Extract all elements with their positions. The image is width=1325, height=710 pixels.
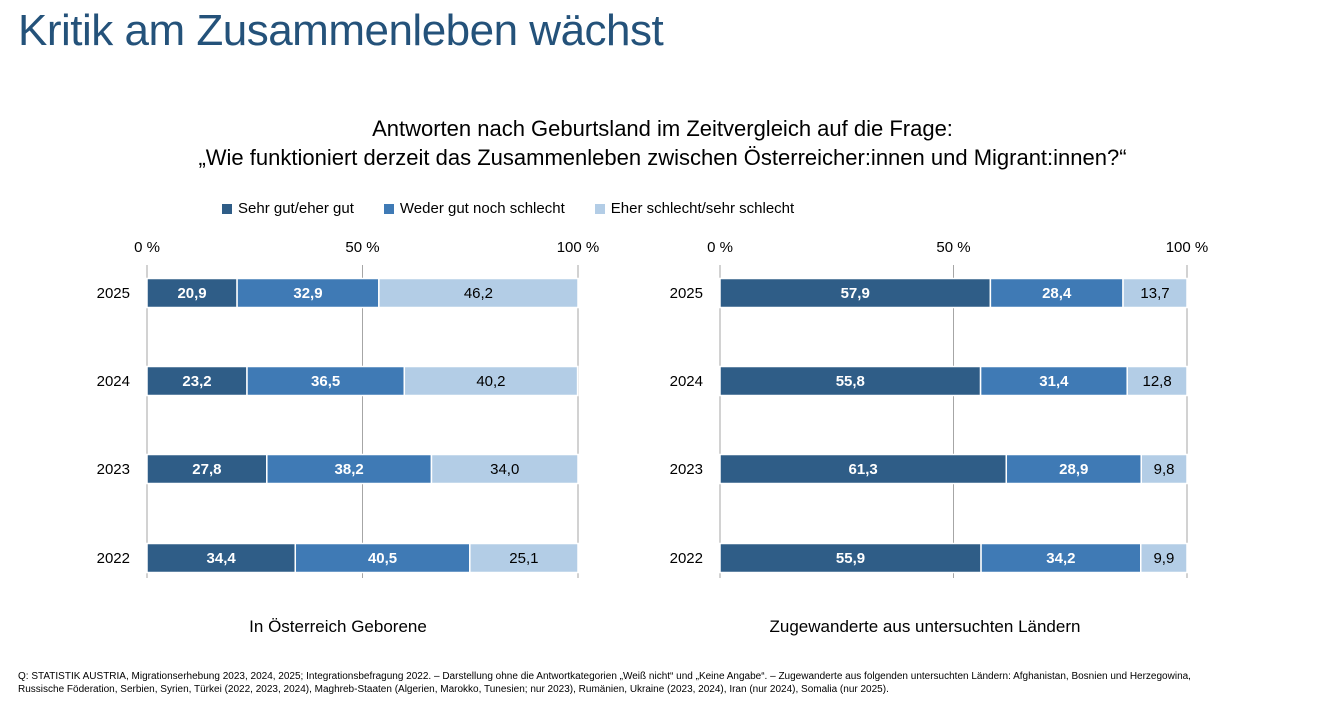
chart1-bar-segment xyxy=(236,277,380,309)
chart1-bar-segment xyxy=(403,365,579,397)
chart2-data-label: 9,9 xyxy=(1153,550,1174,567)
chart2-data-label: 55,8 xyxy=(836,373,865,390)
chart1-data-label: 27,8 xyxy=(192,461,221,478)
chart2-data-label: 61,3 xyxy=(849,461,878,478)
chart2-bar-segment xyxy=(1140,542,1188,574)
chart1-data-label: 38,2 xyxy=(335,461,364,478)
chart1-data-label: 46,2 xyxy=(464,285,493,302)
chart1-bar-segment xyxy=(378,277,579,309)
chart1-x-tick-label: 50 % xyxy=(345,239,379,256)
chart2-data-label: 55,9 xyxy=(836,550,865,567)
chart1-bar-segment xyxy=(266,453,433,485)
legend-label-bad: Eher schlecht/sehr schlecht xyxy=(610,200,795,217)
chart2-axis-title: Zugewanderte aus untersuchten Ländern xyxy=(770,617,1081,636)
chart1-category-label: 2024 xyxy=(97,373,130,390)
chart1-data-label: 36,5 xyxy=(311,373,340,390)
chart2-data-label: 31,4 xyxy=(1039,373,1069,390)
chart2-data-label: 57,9 xyxy=(841,285,870,302)
chart2-category-label: 2025 xyxy=(670,285,703,302)
page-title: Kritik am Zusammenleben wächst xyxy=(18,6,664,55)
legend-item-neutral: Weder gut noch schlecht xyxy=(383,200,565,217)
chart1-bar-segment xyxy=(146,365,248,397)
chart2-bar-segment xyxy=(719,453,1008,485)
source-note-line2: Russische Föderation, Serbien, Syrien, T… xyxy=(18,684,889,695)
chart1-data-label: 23,2 xyxy=(182,373,211,390)
source-note: Q: STATISTIK AUSTRIA, Migrationserhebung… xyxy=(18,670,1318,696)
chart2-bar-segment xyxy=(980,542,1142,574)
chart2-bar-segment xyxy=(1126,365,1188,397)
chart2-data-label: 34,2 xyxy=(1046,550,1075,567)
chart1-x-tick-label: 0 % xyxy=(134,239,160,256)
chart1-bar-segment xyxy=(469,542,579,574)
source-note-line1: Q: STATISTIK AUSTRIA, Migrationserhebung… xyxy=(18,671,1191,682)
chart2-bar-segment xyxy=(719,365,982,397)
chart1-bar-segment xyxy=(430,453,579,485)
chart1-data-label: 20,9 xyxy=(177,285,206,302)
chart2-bar-segment xyxy=(719,542,982,574)
legend-swatch-neutral xyxy=(383,203,394,214)
chart1-data-label: 34,4 xyxy=(207,550,237,567)
chart1-category-label: 2022 xyxy=(97,550,130,567)
chart2-bar-segment xyxy=(979,365,1128,397)
chart2-data-label: 9,8 xyxy=(1154,461,1175,478)
legend-item-bad: Eher schlecht/sehr schlecht xyxy=(594,200,795,217)
chart2-category-label: 2024 xyxy=(670,373,703,390)
chart2-bar-segment xyxy=(1005,453,1142,485)
chart2-bar-segment xyxy=(1140,453,1188,485)
legend: Sehr gut/eher gut Weder gut noch schlech… xyxy=(222,200,794,217)
chart2-data-label: 12,8 xyxy=(1143,373,1172,390)
charts-canvas: 0 % 50 % 100 % 2025 2024 2023 2022 20,9 32,9 46,2… xyxy=(97,239,1209,636)
legend-label-good: Sehr gut/eher gut xyxy=(238,200,354,217)
legend-item-good: Sehr gut/eher gut xyxy=(222,200,354,217)
chart2-x-tick-label: 100 % xyxy=(1166,239,1209,256)
chart2-data-label: 28,9 xyxy=(1059,461,1088,478)
chart1-axis-title: In Österreich Geborene xyxy=(249,617,427,636)
chart2-bar-segment xyxy=(989,277,1124,309)
legend-swatch-good xyxy=(222,203,232,214)
chart1-bar-segment xyxy=(146,542,297,574)
chart1-data-label: 34,0 xyxy=(490,461,519,478)
chart1-category-label: 2025 xyxy=(97,285,130,302)
chart1-data-label: 25,1 xyxy=(509,550,538,567)
chart2-bar-segment xyxy=(719,277,992,309)
chart2-data-label: 28,4 xyxy=(1042,285,1072,302)
chart2-data-label: 13,7 xyxy=(1140,285,1169,302)
chart2-category-label: 2022 xyxy=(670,550,703,567)
chart2-bar-segment xyxy=(1122,277,1188,309)
chart-subtitle-line1: Antworten nach Geburtsland im Zeitvergle… xyxy=(372,116,953,141)
chart1-category-label: 2023 xyxy=(97,461,130,478)
chart1-data-label: 40,2 xyxy=(476,373,505,390)
legend-swatch-bad xyxy=(594,203,605,214)
chart1-data-label: 40,5 xyxy=(368,550,397,567)
chart-subtitle-line2: „Wie funktioniert derzeit das Zusammenle… xyxy=(198,145,1127,170)
chart2-x-tick-label: 50 % xyxy=(936,239,970,256)
chart1-data-label: 32,9 xyxy=(293,285,322,302)
chart2-category-label: 2023 xyxy=(670,461,703,478)
chart2-x-tick-label: 0 % xyxy=(707,239,733,256)
legend-label-neutral: Weder gut noch schlecht xyxy=(399,200,565,217)
chart1-x-tick-label: 100 % xyxy=(557,239,600,256)
